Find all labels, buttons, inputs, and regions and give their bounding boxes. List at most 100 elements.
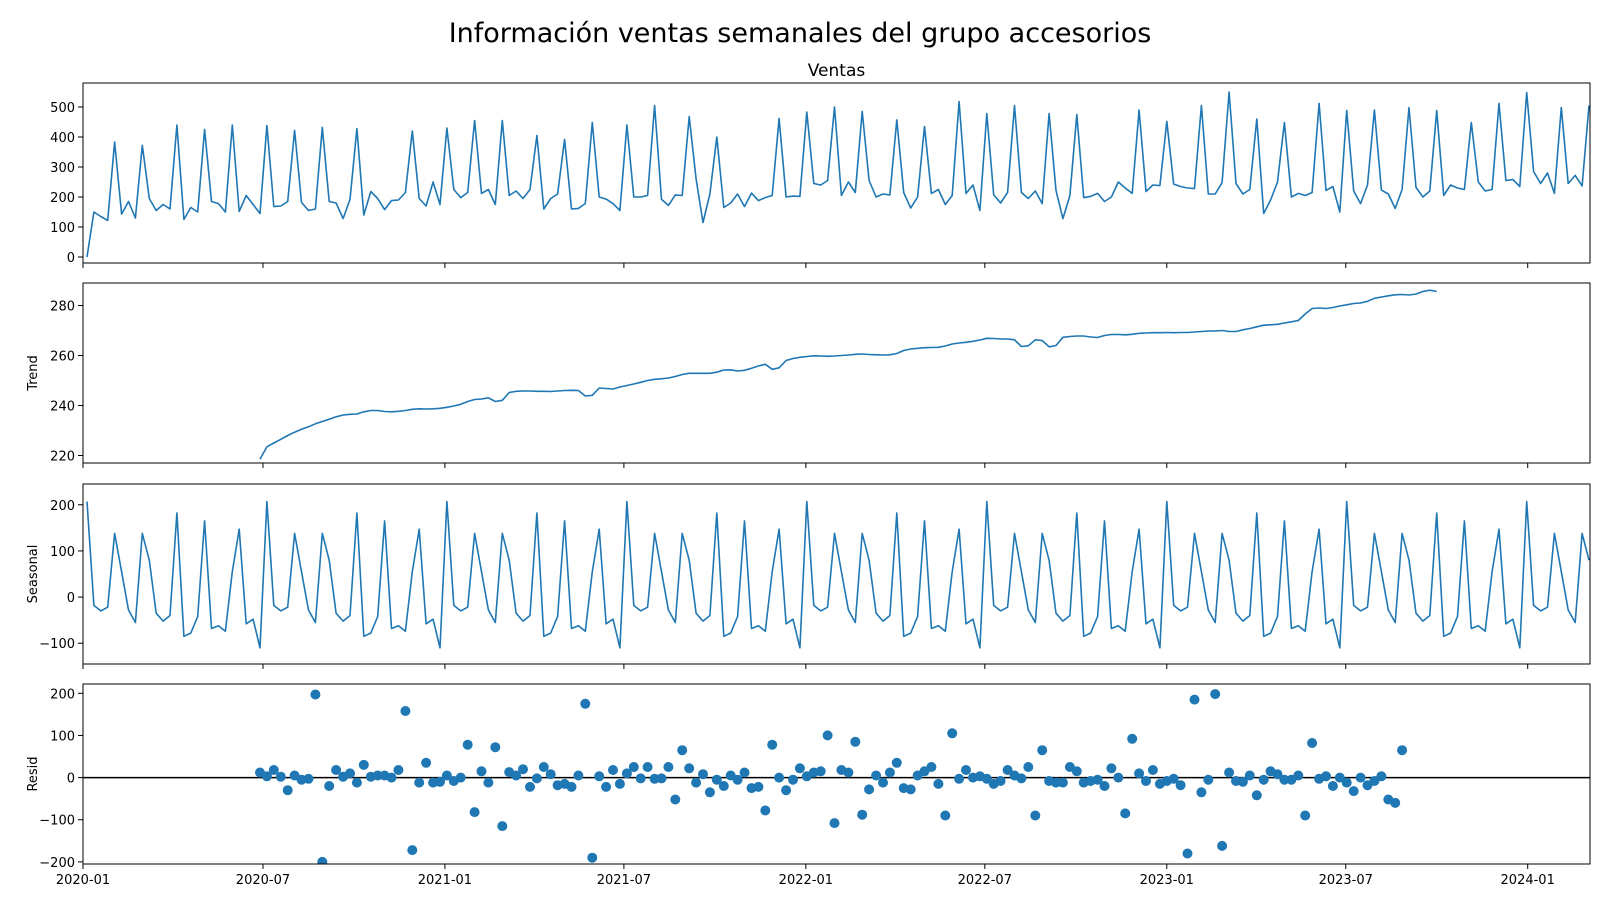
resid-point	[594, 771, 605, 782]
axes-frame	[82, 282, 1591, 464]
resid-point	[497, 821, 508, 832]
resid-point	[698, 769, 708, 780]
resid-point	[691, 777, 702, 788]
resid-point	[1348, 786, 1359, 797]
y-axis-label: Trend	[26, 355, 41, 392]
resid-point	[829, 818, 840, 829]
resid-point	[905, 784, 916, 795]
y-tick-label: 0	[67, 591, 75, 606]
resid-point	[670, 794, 681, 805]
y-tick-label: 100	[50, 729, 75, 744]
resid-point	[857, 809, 868, 820]
resid-point	[1244, 770, 1255, 781]
resid-point	[476, 766, 487, 777]
axes-frame	[82, 483, 1591, 665]
resid-point	[324, 781, 335, 791]
resid-point	[642, 762, 653, 772]
y-tick-label: 200	[50, 191, 75, 206]
resid-point	[1099, 781, 1110, 791]
resid-point	[393, 765, 404, 775]
resid-point	[1175, 780, 1186, 791]
resid-point	[275, 771, 286, 782]
resid-point	[587, 852, 598, 863]
y-tick-label: 280	[50, 300, 75, 315]
resid-point	[1051, 777, 1061, 788]
resid-point	[573, 770, 584, 781]
resid-point	[663, 762, 674, 772]
resid-point	[995, 776, 1006, 786]
resid-point	[317, 856, 328, 864]
series-line-trend	[259, 289, 1437, 460]
resid-point	[1341, 777, 1352, 788]
resid-point	[1002, 765, 1013, 775]
y-tick-label: 200	[50, 687, 75, 702]
resid-point	[1321, 771, 1331, 782]
resid-point	[1307, 738, 1318, 748]
panel-trend: Trend 220 240 260 280	[26, 282, 1591, 468]
resid-point	[684, 763, 695, 774]
resid-point	[1168, 773, 1179, 784]
resid-point	[628, 762, 639, 772]
resid-point	[414, 777, 425, 788]
plot-area	[83, 689, 1590, 864]
resid-point	[1237, 776, 1248, 787]
resid-point	[704, 787, 715, 798]
resid-point	[462, 739, 473, 750]
resid-point	[1279, 774, 1290, 785]
y-tick-label: 300	[50, 161, 75, 176]
resid-point	[435, 776, 445, 787]
resid-point	[538, 762, 549, 772]
resid-point	[358, 759, 369, 770]
resid-point	[1030, 810, 1041, 821]
resid-point	[1203, 774, 1214, 785]
plot-area	[86, 500, 1590, 649]
plot-area	[259, 289, 1437, 460]
resid-point	[981, 773, 992, 784]
axes-frame	[82, 82, 1591, 264]
resid-point	[490, 742, 501, 753]
resid-point	[261, 771, 272, 782]
x-tick-label: 2021-01	[418, 873, 472, 888]
resid-point	[601, 781, 612, 792]
plot-area	[86, 91, 1590, 258]
resid-point	[891, 757, 902, 768]
resid-point	[781, 785, 792, 796]
axes-frame	[82, 683, 1591, 865]
resid-point	[1189, 694, 1200, 705]
x-tick-label: 2021-07	[597, 873, 651, 888]
series-line-observed	[86, 91, 1590, 258]
resid-point	[372, 770, 383, 781]
resid-point	[635, 773, 646, 784]
x-tick-label: 2022-01	[779, 873, 833, 888]
resid-point	[531, 773, 542, 784]
resid-point	[268, 765, 279, 775]
resid-point	[843, 767, 854, 778]
resid-point	[1106, 763, 1117, 774]
y-tick-label: 260	[50, 350, 75, 365]
resid-point	[1300, 810, 1311, 821]
resid-point	[1334, 772, 1345, 783]
resid-point	[400, 706, 411, 716]
resid-point	[441, 770, 452, 781]
resid-point	[608, 765, 618, 775]
y-axis-label: Resid	[26, 756, 41, 791]
x-tick-label: 2023-07	[1319, 873, 1373, 888]
resid-point	[1217, 840, 1228, 851]
resid-point	[815, 766, 826, 777]
resid-point	[760, 805, 771, 816]
resid-point	[511, 770, 522, 781]
resid-point	[1293, 770, 1304, 781]
series-line-seasonal	[86, 500, 1590, 649]
resid-point	[954, 773, 965, 784]
x-tick-label: 2022-07	[958, 873, 1012, 888]
y-tick-label: 400	[50, 131, 75, 146]
resid-point	[282, 785, 293, 796]
x-tick-label: 2020-07	[236, 873, 290, 888]
resid-point	[331, 765, 342, 775]
resid-point	[621, 768, 632, 779]
y-tick-label: 100	[50, 545, 75, 560]
panel-resid: Resid −200 −100 0 100 200 2020-01 2020-07 2021-0…	[26, 683, 1591, 888]
resid-point	[1390, 797, 1401, 808]
resid-point	[310, 689, 321, 700]
y-tick-label: 200	[50, 499, 75, 514]
